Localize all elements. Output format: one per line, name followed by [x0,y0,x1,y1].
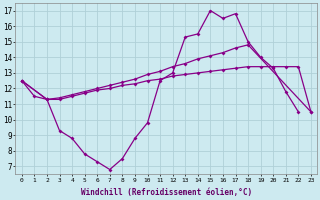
X-axis label: Windchill (Refroidissement éolien,°C): Windchill (Refroidissement éolien,°C) [81,188,252,197]
